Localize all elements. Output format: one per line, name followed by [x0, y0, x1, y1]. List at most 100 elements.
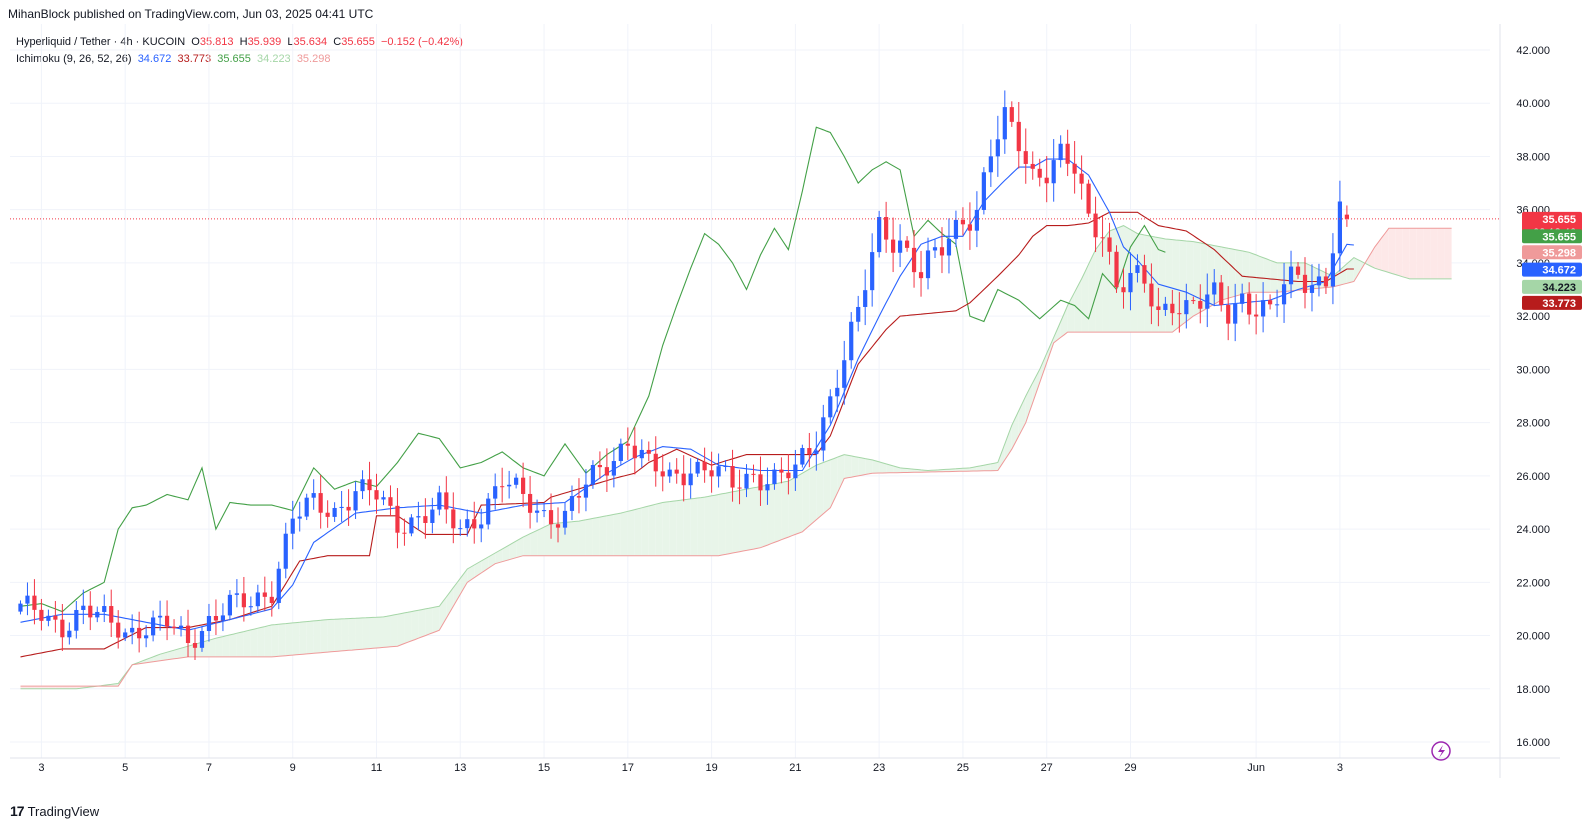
candle-body [618, 443, 623, 462]
candle-body [730, 466, 735, 488]
cloud-segment [320, 619, 328, 653]
price-badge [1522, 262, 1582, 277]
candle-body [367, 479, 372, 491]
cloud-segment [1263, 257, 1271, 293]
cloud-segment [1346, 257, 1354, 284]
candle-body [828, 396, 833, 418]
candle-body [151, 617, 156, 636]
candle-body [269, 596, 274, 603]
indicator-name[interactable]: Ichimoku (9, 26, 52, 26) [16, 53, 132, 65]
candle-body [1184, 300, 1189, 315]
candle-body [1344, 214, 1349, 219]
x-tick-label: 23 [873, 762, 885, 774]
candle-body [751, 473, 756, 475]
x-tick-label: 19 [705, 762, 717, 774]
tradingview-brand[interactable]: 17 TradingView [10, 803, 99, 819]
cloud-segment [606, 514, 614, 556]
candle-body [1309, 285, 1315, 293]
cloud-segment [697, 497, 705, 556]
cloud-segment [530, 530, 538, 556]
cloud-segment [1437, 228, 1445, 279]
cloud-segment [153, 654, 161, 662]
cloud-segment [690, 498, 698, 556]
candle-body [137, 627, 142, 639]
candle-body [925, 250, 931, 279]
cloud-segment [781, 481, 789, 540]
candle-body [185, 625, 191, 644]
y-tick-label: 42.000 [1516, 45, 1550, 57]
candle-body [290, 518, 295, 534]
candle-body [1072, 163, 1077, 174]
candle-body [255, 592, 260, 607]
cloud-segment [746, 487, 754, 551]
candle-body [178, 625, 184, 629]
candle-body [32, 595, 37, 610]
cloud-segment [844, 454, 852, 479]
candle-body [1030, 163, 1035, 169]
candle-body [67, 630, 72, 638]
candle-body [849, 321, 854, 361]
cloud-segment [641, 506, 649, 556]
cloud-segment [962, 467, 970, 472]
flash-icon[interactable] [1431, 741, 1451, 761]
candle-body [1121, 287, 1126, 293]
candle-body [437, 492, 442, 510]
cloud-segment [585, 518, 593, 556]
candle-body [388, 497, 393, 506]
cloud-segment [278, 623, 286, 657]
cloud-segment [1395, 228, 1403, 277]
cloud-segment [767, 483, 775, 546]
candle-body [583, 484, 589, 498]
cloud-segment [292, 622, 300, 656]
candle-body [262, 592, 267, 597]
candle-body [479, 524, 484, 529]
y-tick-label: 26.000 [1516, 471, 1550, 483]
y-tick-label: 18.000 [1516, 684, 1550, 696]
cloud-segment [983, 463, 991, 471]
candle-body [1142, 265, 1147, 284]
candle-body [870, 252, 875, 291]
cloud-segment [592, 517, 600, 556]
candle-body [1023, 151, 1028, 164]
candle-body [416, 516, 421, 518]
cloud-segment [823, 459, 831, 514]
cloud-segment [1416, 228, 1424, 279]
cloud-segment [599, 515, 607, 556]
high-value: 35.939 [247, 36, 282, 48]
cloud-segment [627, 509, 635, 556]
cloud-segment [858, 457, 866, 476]
candle-body [514, 477, 519, 485]
cloud-segment [558, 522, 565, 556]
candle-body [472, 519, 477, 529]
candle-body [800, 448, 805, 465]
cloud-segment [551, 523, 559, 556]
y-tick-label: 38.000 [1516, 151, 1550, 163]
cloud-segment [41, 686, 49, 689]
symbol-name[interactable]: Hyperliquid / Tether · 4h · KUCOIN [16, 36, 186, 48]
cloud-segment [411, 610, 419, 641]
price-badge-value: 34.672 [1542, 265, 1576, 277]
cloud-segment [774, 482, 782, 543]
candle-body [995, 139, 1000, 157]
ichimoku-lines [20, 126, 1452, 690]
cloud-segment [1228, 248, 1236, 299]
kijun-sen-line [20, 211, 1354, 658]
cloud-segment [620, 511, 628, 556]
candle-body [793, 464, 798, 479]
candle-body [569, 496, 575, 511]
cloud-segment [474, 561, 482, 578]
x-tick-label: 11 [371, 762, 382, 774]
candle-body [1058, 143, 1063, 161]
candle-body [346, 506, 351, 511]
candle-body [597, 465, 603, 468]
cloud-segment [250, 628, 258, 657]
price-badge-value: 33.773 [1542, 298, 1576, 310]
candle-body [737, 487, 742, 489]
cloud-segment [432, 606, 440, 633]
cloud-segment [1444, 228, 1452, 279]
candle-body [521, 477, 526, 494]
candle-body [1149, 283, 1154, 307]
cloud-segment [397, 612, 405, 647]
candle-body [688, 473, 693, 486]
